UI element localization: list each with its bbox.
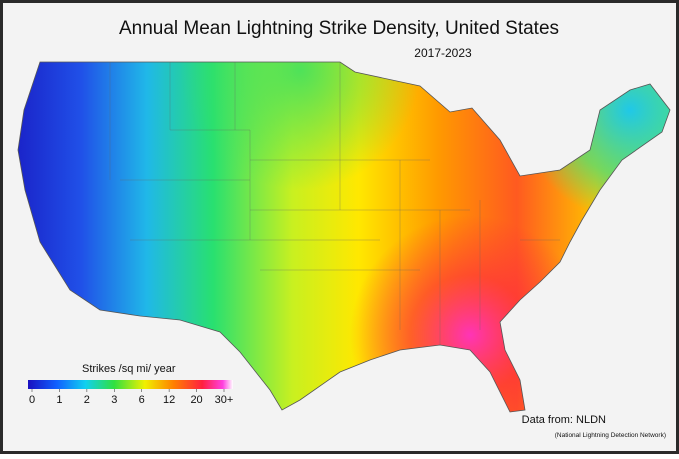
source-detail: (National Lightning Detection Network) [555,432,666,439]
legend: Strikes /sq mi/ year 0 1 2 3 6 12 20 30+ [28,363,233,406]
legend-tick-label: 3 [111,394,117,406]
legend-tick-label: 1 [56,394,62,406]
color-bar [28,380,233,389]
legend-tick-label: 0 [29,394,35,406]
legend-tick-label: 12 [163,394,175,406]
source-line: Data from: NLDN [522,414,606,426]
legend-tick-label: 6 [139,394,145,406]
state-borders [109,62,560,345]
legend-tick-label: 30+ [215,394,234,406]
map-title: Annual Mean Lightning Strike Density, Un… [119,18,559,39]
legend-tick-label: 2 [84,394,90,406]
legend-tick-label: 20 [190,394,202,406]
map-subtitle: 2017-2023 [414,46,472,60]
legend-title: Strikes /sq mi/ year [82,363,176,375]
